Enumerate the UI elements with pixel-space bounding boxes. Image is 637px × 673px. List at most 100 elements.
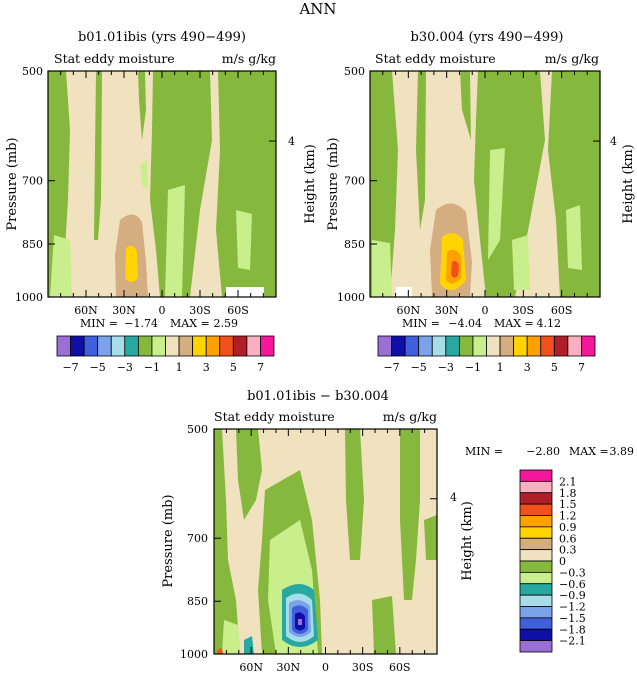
panel-1-min-value: −1.74 [124,317,158,330]
colorbar-swatch [232,335,248,357]
colorbar-swatch [70,335,85,357]
panel-3-colorbar-label: 1.8 [559,487,577,500]
panel-1-y-tick-label: 1000 [15,291,43,304]
colorbar-swatch [472,335,487,357]
panel-2-axis-ticks [369,70,601,298]
panel-3-x-tick-label: 30S [352,661,374,673]
panel-2-colorbar-label: 5 [551,361,558,374]
panel-3-axis-ticks [213,428,438,655]
colorbar-swatch [513,335,528,357]
panel-1-colorbar-labels: −7 −5 −3 −1 1 3 5 7 [62,361,263,374]
panel-2-max-label: MAX = [494,317,534,330]
panel-3: b01.01ibis − b30.004 Stat eddy moisture … [161,389,634,673]
panel-2-title: b30.004 (yrs 490−499) [411,30,564,45]
panel-3-x-tick-label: 0 [322,661,329,673]
panel-2-colorbar-label: −1 [465,361,481,374]
panel-1: b01.01ibis (yrs 490−499) Stat eddy moist… [5,30,318,374]
panel-1-subtitle-left: Stat eddy moisture [54,51,175,66]
panel-2-colorbar-label: −7 [383,361,399,374]
colorbar-swatch [458,335,474,357]
colorbar-swatch [519,617,553,630]
panel-1-contour-field [48,71,276,297]
colorbar-swatch [519,606,553,619]
figure-title: ANN [298,0,336,18]
colorbar-swatch [526,335,542,357]
panel-2-colorbar-label: 3 [524,361,531,374]
colorbar-swatch [246,335,261,357]
colorbar-swatch [519,640,553,653]
panel-2-subtitle-left: Stat eddy moisture [375,51,496,66]
panel-2-colorbar-label: 1 [497,361,504,374]
colorbar-swatch [431,335,447,357]
panel-1-max-value: 2.59 [214,317,239,330]
colorbar-swatch [567,335,582,357]
panel-3-x-tick-label: 60N [239,661,263,673]
colorbar-swatch [137,335,153,357]
panel-3-y2-axis-label: Height (km) [460,501,475,581]
panel-3-contour-field [214,429,437,654]
panel-1-y-axis-label: Pressure (mb) [5,137,20,230]
panel-1-title: b01.01ibis (yrs 490−499) [78,30,246,45]
colorbar-swatch [165,335,180,357]
panel-2-x-tick-label: 30N [435,304,459,317]
panel-2-x-tick-label: 0 [482,304,489,317]
colorbar-swatch [519,515,553,528]
panel-1-x-tick-label: 0 [159,304,166,317]
panel-1-axis-ticks [47,70,277,298]
panel-3-title: b01.01ibis − b30.004 [247,389,389,404]
panel-1-y-tick-label: 850 [22,238,43,251]
colorbar-swatch [519,537,553,551]
panel-3-y2-tick-label: 4 [450,491,457,504]
panel-1-colorbar-label: −5 [90,361,106,374]
panel-3-colorbar [519,469,553,653]
panel-3-colorbar-label: −1.5 [559,612,586,625]
colorbar-swatch [124,335,139,357]
colorbar-swatch [519,594,553,607]
panel-2-y-tick-label: 500 [344,65,365,78]
panel-3-x-tick-label: 60S [389,661,411,673]
colorbar-swatch [391,335,406,357]
panel-3-colorbar-label: −0.6 [559,578,586,591]
panel-2-subtitle-right: m/s g/kg [545,51,599,66]
panel-1-colorbar-label: 5 [230,361,237,374]
panel-2-x-tick-labels: 60N 30N 0 30S 60S [397,304,573,317]
panel-1-colorbar-label: 3 [203,361,210,374]
panel-3-x-tick-labels: 60N 30N 0 30S 60S [239,661,410,673]
panel-3-max-value: 3.89 [610,445,635,458]
colorbar-swatch [377,335,392,357]
colorbar-swatch [519,560,553,573]
panel-2-min-label: MIN = [402,317,440,330]
panel-3-x-tick-label: 30N [277,661,301,673]
panel-2-y2-axis-label: Height (km) [621,144,636,224]
colorbar-swatch [519,480,553,494]
panel-3-y-tick-label: 850 [187,595,208,608]
panel-1-x-tick-label: 60N [74,304,98,317]
colorbar-swatch [519,469,553,482]
colorbar-swatch [519,583,553,596]
panel-2-x-tick-label: 60N [397,304,421,317]
colorbar-swatch [260,335,275,357]
panel-1-colorbar-label: −3 [117,361,133,374]
panel-2-y-tick-label: 1000 [337,291,365,304]
panel-2-y-tick-labels: 500 700 850 1000 [337,65,365,304]
panel-3-colorbar-label: 0 [559,555,566,568]
panel-1-subtitle-right: m/s g/kg [222,51,276,66]
colorbar-swatch [56,335,71,357]
panel-3-y-tick-label: 1000 [180,648,208,661]
panel-3-subtitle-left: Stat eddy moisture [214,409,335,424]
panel-1-max-label: MAX = [170,317,210,330]
colorbar-swatch [151,335,166,357]
colorbar-swatch [192,335,207,357]
colorbar-swatch [205,335,221,357]
panel-2-x-tick-label: 60S [551,304,573,317]
panel-1-min-label: MIN = [80,317,118,330]
panel-3-colorbar-label: −2.1 [559,635,586,648]
panel-1-y2-tick-label: 4 [288,135,295,148]
panel-1-y-tick-labels: 500 700 850 1000 [15,65,43,304]
colorbar-swatch [519,492,553,505]
panel-2-colorbar-label: −5 [411,361,427,374]
colorbar-swatch [519,503,553,516]
panel-3-colorbar-label: 2.1 [559,475,577,488]
panel-3-colorbar-label: −0.9 [559,589,586,602]
